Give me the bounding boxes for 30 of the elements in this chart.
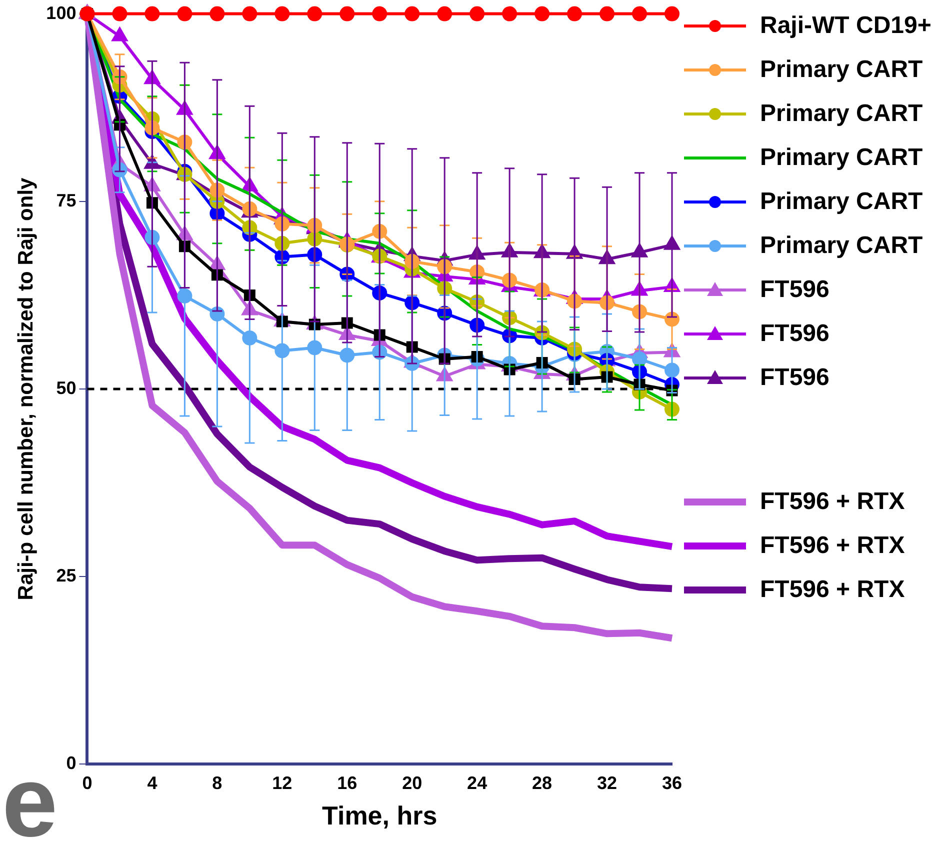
legend-label: FT596 + RTX (760, 576, 905, 604)
legend-label: FT596 (760, 320, 830, 348)
legend-label: Primary CART (760, 188, 923, 216)
x-tick-label: 8 (212, 772, 222, 793)
y-tick-label: 100 (46, 2, 76, 23)
y-tick-label: 25 (56, 566, 76, 586)
x-tick-label: 24 (467, 772, 488, 793)
x-axis-title: Time, hrs (322, 800, 438, 831)
legend-label: FT596 + RTX (760, 488, 905, 516)
x-tick-label: 4 (147, 772, 158, 793)
legend-label: Primary CART (760, 232, 923, 260)
x-tick-label: 12 (272, 772, 292, 793)
x-tick-label: 0 (82, 772, 92, 793)
y-tick-label: 50 (56, 378, 76, 398)
legend-label: Primary CART (760, 56, 923, 84)
y-tick-label: 0 (66, 753, 76, 774)
y-axis-title: Raji-p cell number, normalized to Raji only (14, 177, 38, 600)
legend-label: FT596 + RTX (760, 532, 905, 560)
x-tick-label: 32 (597, 772, 618, 793)
y-tick-label: 75 (56, 190, 76, 210)
legend-label: Primary CART (760, 100, 923, 128)
x-tick-label: 16 (337, 772, 358, 793)
x-tick-label: 20 (402, 772, 422, 793)
text: e (2, 746, 58, 841)
x-tick-label: 36 (662, 772, 682, 793)
legend-label: Primary CART (760, 144, 923, 172)
x-tick-label: 28 (532, 772, 552, 793)
legend-label: FT596 (760, 276, 830, 304)
legend-label: Raji-WT CD19+ (760, 12, 932, 40)
legend-label: FT596 (760, 364, 830, 392)
